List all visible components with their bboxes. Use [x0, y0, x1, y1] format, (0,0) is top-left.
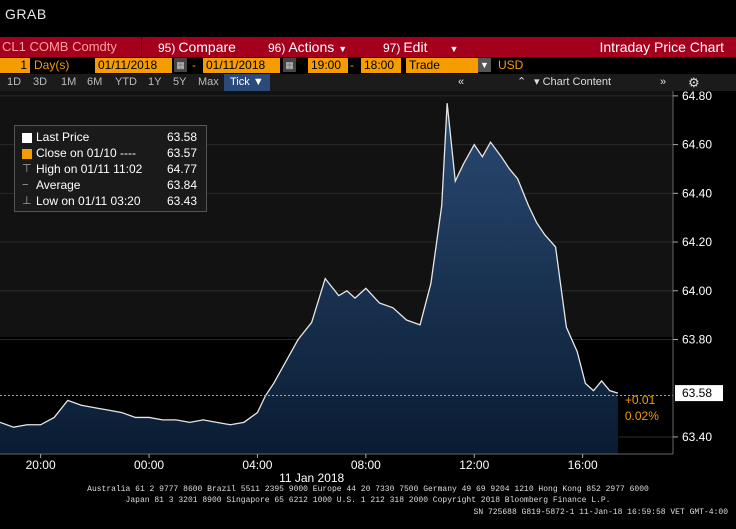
average-marker-icon: −: [22, 179, 29, 191]
chart-content-label: Chart Content: [542, 76, 612, 88]
range-toolbar: 1D 3D 1M 6M YTD 1Y 5Y Max Tick ▼ « ⌃ ▾ C…: [0, 74, 736, 91]
compare-label: Compare: [178, 39, 236, 55]
chevron-down-icon: ▼: [252, 76, 264, 88]
y-tick-label: 64.00: [682, 284, 712, 298]
legend-label: High on 01/11 11:02: [36, 162, 143, 176]
x-tick-label: 00:00: [134, 458, 164, 472]
start-date-field[interactable]: 01/11/2018: [95, 58, 172, 73]
footer-contacts-line2: Japan 81 3 3201 8900 Singapore 65 6212 1…: [125, 496, 611, 505]
range-3d[interactable]: 3D: [33, 76, 48, 88]
currency-field[interactable]: USD: [498, 58, 524, 72]
date-separator: -: [192, 58, 196, 72]
legend-value: 64.77: [166, 162, 197, 176]
legend-label: Low on 01/11 03:20: [36, 194, 141, 208]
change-percent: 0.02%: [625, 409, 659, 423]
edit-label: Edit: [403, 39, 428, 55]
time-separator: -: [350, 58, 354, 72]
y-tick-label: 64.60: [682, 138, 712, 152]
y-tick-label: 64.40: [682, 186, 712, 200]
price-chart[interactable]: 64.80 64.60 64.40 64.20 64.00 63.80 63.40 20:0…: [0, 91, 736, 485]
window-title: GRAB: [5, 6, 47, 22]
chevron-down-icon: ▼: [338, 44, 348, 54]
legend-value: 63.57: [166, 146, 197, 160]
start-time-field[interactable]: 19:00: [308, 58, 348, 73]
legend-value: 63.43: [166, 194, 197, 208]
legend-average[interactable]: − Average 63.84: [21, 177, 201, 193]
chart-content-icon: ▾: [534, 76, 540, 88]
chart-legend[interactable]: Last Price 63.58 Close on 01/10 ---- 63.…: [14, 125, 207, 212]
window-title-bar: GRAB: [0, 0, 736, 36]
edit-button[interactable]: 97) Edit ▼: [383, 37, 458, 57]
x-tick-label: 16:00: [568, 458, 598, 472]
actions-number: 96): [268, 41, 286, 55]
legend-value: 63.58: [166, 130, 197, 144]
x-tick-label: 04:00: [242, 458, 272, 472]
last-price-tag-label: 63.58: [682, 386, 712, 400]
legend-label: Average: [36, 178, 81, 192]
x-tick-label: 08:00: [351, 458, 381, 472]
x-axis: 20:00 00:00 04:00 08:00 12:00 16:00: [0, 453, 673, 472]
edit-number: 97): [383, 41, 401, 55]
y-tick-label: 63.40: [682, 430, 712, 444]
range-1y[interactable]: 1Y: [148, 76, 162, 88]
range-1m[interactable]: 1M: [61, 76, 77, 88]
footer-contacts-line1: Australia 61 2 9777 8600 Brazil 5511 239…: [87, 485, 649, 494]
y-tick-label: 63.80: [682, 332, 712, 346]
legend-last-price[interactable]: Last Price 63.58: [21, 129, 201, 145]
y-tick-label: 64.20: [682, 235, 712, 249]
range-6m[interactable]: 6M: [87, 76, 103, 88]
collapse-left-icon[interactable]: «: [458, 76, 465, 88]
chevron-down-icon: ▼: [449, 44, 459, 54]
price-area-series: [0, 103, 619, 454]
low-marker-icon: ⊥: [22, 195, 32, 207]
chart-content-button[interactable]: ▾ Chart Content: [534, 74, 611, 91]
range-5y[interactable]: 5Y: [173, 76, 187, 88]
end-date-field[interactable]: 01/11/2018: [203, 58, 280, 73]
compare-number: 95): [158, 41, 176, 55]
calendar-icon[interactable]: ▦: [174, 58, 187, 72]
legend-swatch: [22, 133, 32, 143]
legend-label: Last Price: [36, 130, 90, 144]
end-time-field[interactable]: 18:00: [361, 58, 401, 73]
legend-high[interactable]: ⊤ High on 01/11 11:02 64.77: [21, 161, 201, 177]
range-max[interactable]: Max: [198, 76, 219, 88]
range-1d[interactable]: 1D: [7, 76, 22, 88]
expand-right-icon[interactable]: »: [660, 76, 667, 88]
collapse-up-icon[interactable]: ⌃: [517, 76, 527, 88]
date-range-bar: 1 Day(s) 01/11/2018 ▦ - 01/11/2018 ▦ 19:…: [0, 57, 736, 74]
legend-close[interactable]: Close on 01/10 ---- 63.57: [21, 145, 201, 161]
last-price-tag: [675, 385, 723, 402]
chart-type-title: Intraday Price Chart: [599, 39, 725, 55]
y-axis: 64.80 64.60 64.40 64.20 64.00 63.80 63.40: [672, 91, 712, 454]
command-bar: CL1 COMB Comdty 95) Compare 96) Actions ▼ 9…: [0, 37, 736, 57]
period-count-field[interactable]: 1: [0, 58, 30, 73]
legend-label: Close on 01/10 ----: [36, 146, 137, 160]
gear-icon[interactable]: ⚙: [688, 75, 700, 90]
actions-label: Actions: [288, 39, 335, 55]
tick-label: Tick: [230, 76, 250, 88]
y-tick-label: 64.80: [682, 91, 712, 103]
ticker-field[interactable]: CL1 COMB Comdty: [0, 37, 142, 57]
compare-button[interactable]: 95) Compare: [158, 37, 236, 57]
chevron-down-icon[interactable]: ▼: [478, 58, 491, 72]
high-marker-icon: ⊤: [22, 163, 32, 175]
price-area-fill: [0, 103, 618, 454]
change-absolute: +0.01: [625, 393, 656, 407]
tick-select[interactable]: Tick ▼: [224, 74, 270, 91]
x-tick-label: 12:00: [459, 458, 489, 472]
legend-value: 63.84: [166, 178, 197, 192]
market-field-select[interactable]: Trade: [406, 58, 478, 73]
x-axis-date-label: 11 Jan 2018: [279, 471, 344, 485]
actions-button[interactable]: 96) Actions ▼: [268, 37, 347, 57]
range-ytd[interactable]: YTD: [115, 76, 137, 88]
price-line: [0, 103, 619, 428]
footer-session-line: SN 725688 G819-5872-1 11-Jan-18 16:59:58…: [473, 508, 728, 517]
calendar-icon[interactable]: ▦: [283, 58, 296, 72]
legend-low[interactable]: ⊥ Low on 01/11 03:20 63.43: [21, 193, 201, 209]
period-unit-select[interactable]: Day(s): [34, 58, 70, 72]
legend-swatch: [22, 149, 32, 159]
x-tick-label: 20:00: [26, 458, 56, 472]
